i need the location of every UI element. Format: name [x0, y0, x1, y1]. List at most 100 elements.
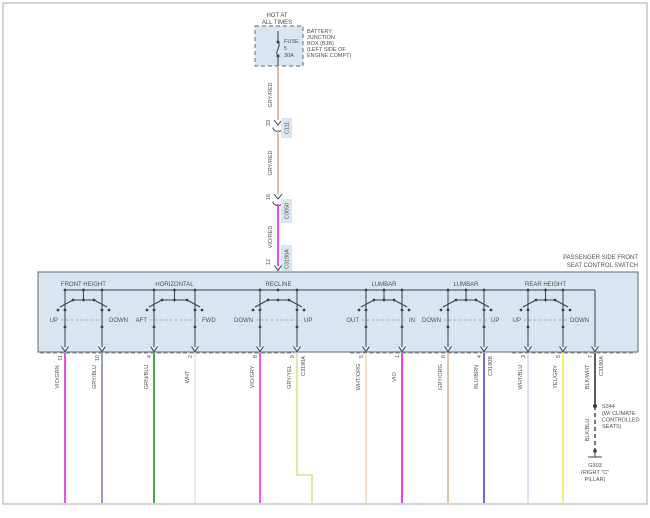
output-wire: 4 GRN/BLU	[144, 353, 155, 503]
splice-note: SEATS)	[602, 424, 622, 430]
connector-name: C3190A	[599, 356, 605, 376]
wire-color-label: YEL/GRY	[553, 365, 559, 389]
wire-color-label: GRY/ORG	[438, 364, 444, 390]
ground-id: G303	[588, 463, 601, 469]
all-times-label: ALL TIMES	[262, 20, 292, 26]
output-wire: 11 VIO/GRN	[55, 353, 66, 503]
pin-label: 1	[395, 355, 401, 358]
output-wire: 9 GRY/YEL C3190A	[287, 353, 313, 503]
junction-dot	[173, 298, 176, 302]
section-title: LUMBAR	[453, 282, 479, 288]
wire-color-label: BLK/BLU	[585, 419, 591, 442]
section-rear-height: REAR HEIGHT UP DOWN	[513, 282, 589, 352]
output-wire: 1 VIO	[392, 353, 403, 503]
fuse-rating: 30A	[284, 53, 294, 59]
output-wire: 2 WHT	[185, 353, 196, 503]
direction-label: UP	[513, 318, 521, 324]
connector-name: C111	[285, 122, 291, 134]
connector-name-box	[281, 199, 292, 223]
pin-label: 16	[266, 194, 272, 200]
junction-dot	[464, 288, 468, 292]
splice-note: (W/ CLIMATE	[602, 411, 636, 417]
page-frame	[2, 2, 648, 505]
pin-label: 10	[95, 355, 101, 361]
fuse-label: FUSE	[284, 39, 299, 45]
inline-connector-icon	[273, 119, 283, 126]
wire-color-label: VIO/GRY	[250, 365, 256, 388]
switch-label-line2: SEAT CONTROL SWITCH	[567, 263, 638, 269]
section-title: HORIZONTAL	[155, 282, 194, 288]
direction-label: DOWN	[422, 318, 441, 324]
wire-color-label: GRY/YEL	[287, 365, 293, 389]
direction-label: DOWN	[570, 318, 589, 324]
pin-label: 5	[556, 355, 562, 358]
bjb-location-line: JUNCTION	[307, 35, 335, 41]
pin-label: 11	[58, 355, 64, 361]
section-lumbar-out-in: LUMBAR OUT IN	[346, 282, 415, 352]
wire-color-label: GRY/BLU	[92, 365, 98, 389]
junction-dot	[464, 298, 468, 302]
output-wire: 8 VIO/GRY	[250, 353, 261, 503]
wire-color-label: WHT/BLU	[518, 365, 524, 390]
wire-color-label: GRY/RED	[268, 82, 274, 107]
wire-gry-yel	[296, 353, 313, 503]
wire-color-label: VIO/GRN	[55, 365, 61, 388]
connector-name-box	[281, 245, 292, 271]
output-wire: 5 YEL/GRY	[553, 353, 564, 503]
switch-label-line1: PASSENGER SIDE FRONT	[563, 255, 638, 261]
wire-color-label: VIO	[392, 372, 398, 382]
direction-label: UP	[304, 318, 312, 324]
junction-dot	[276, 288, 280, 292]
direction-label: DOWN	[234, 318, 253, 324]
section-recline: RECLINE DOWN UP	[234, 282, 312, 352]
hot-at-label: HOT AT	[266, 13, 287, 19]
section-horizontal: HORIZONTAL AFT FWD	[136, 282, 216, 352]
pin-label: 5	[359, 355, 365, 358]
junction-dot	[276, 298, 280, 302]
splice-id: S344	[602, 404, 615, 410]
junction-dot	[382, 288, 386, 292]
junction-dot	[544, 288, 547, 292]
wire-color-label: VIO/RED	[268, 226, 274, 249]
fuse-number: 5	[284, 46, 287, 52]
pin-label: 3	[521, 355, 527, 358]
pin-label: 9	[290, 355, 296, 358]
inline-connector-icon	[273, 193, 283, 200]
pin-label: 33	[266, 120, 272, 126]
connector-name: C3190A	[285, 249, 291, 269]
junction-dot	[382, 298, 386, 302]
output-wires: 11 VIO/GRN 10 GRY/BLU 4 GRN/BLU 2 WHT 8 …	[55, 353, 605, 503]
power-feed: GRY/RED 33 C111 GRY/RED 16 C3050 VIO/RED…	[266, 66, 292, 300]
pin-label: 4	[147, 355, 153, 358]
direction-label: DOWN	[109, 318, 128, 324]
junction-dot	[82, 298, 85, 302]
section-title: FRONT HEIGHT	[61, 282, 106, 288]
pin-label: 2	[188, 355, 194, 358]
pin-label: 4	[477, 355, 483, 358]
connector-name: C3050	[285, 203, 291, 219]
junction-dot	[544, 298, 547, 302]
pin-label: 7	[588, 355, 594, 358]
wire-color-label: GRY/RED	[268, 150, 274, 175]
splice-note: CONTROLLED	[602, 418, 640, 424]
section-front-height: FRONT HEIGHT UP DOWN	[50, 282, 128, 352]
direction-label: OUT	[346, 318, 359, 324]
section-title: REAR HEIGHT	[525, 282, 566, 288]
direction-label: UP	[50, 318, 58, 324]
ground-note: PILLAR)	[585, 477, 606, 483]
direction-label: UP	[491, 318, 499, 324]
seat-control-switch: PASSENGER SIDE FRONT SEAT CONTROL SWITCH…	[37, 255, 639, 353]
bjb-location-line: BOX (BJB)	[307, 41, 334, 47]
ground-path: S344 (W/ CLIMATE CONTROLLED SEATS) BLK/B…	[581, 404, 640, 483]
bjb-location-line: ENGINE COMPT)	[307, 53, 351, 59]
ground-note: (RIGHT "C"	[581, 470, 609, 476]
connector-name: C3190B	[488, 356, 494, 376]
output-wire: 7 BLK/WHT C3190A	[585, 353, 605, 406]
output-wire: 10 GRY/BLU	[92, 353, 103, 503]
output-wire: 4 BLU/BRN C3190B	[474, 353, 494, 503]
output-wire: 3 WHT/BLU	[518, 353, 529, 503]
section-title: RECLINE	[265, 282, 291, 288]
section-title: LUMBAR	[371, 282, 397, 288]
switch-body	[37, 271, 639, 353]
